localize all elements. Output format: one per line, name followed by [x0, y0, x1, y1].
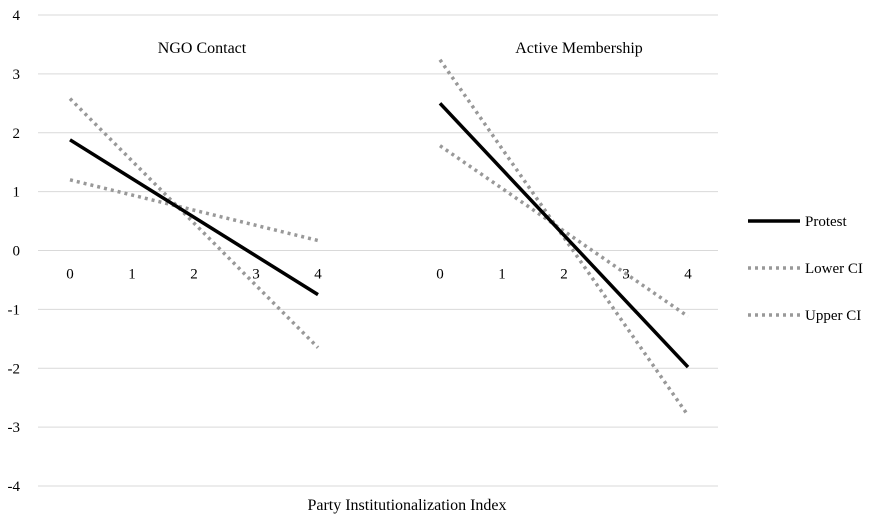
x-tick-label: 4 [684, 267, 692, 283]
x-tick-label: 2 [190, 267, 198, 283]
y-tick-label: -4 [8, 479, 21, 495]
x-tick-label: 2 [560, 267, 568, 283]
series-line-lower-ci-panel-1 [69, 178, 319, 243]
series-line-upper-ci-panel-1 [68, 97, 320, 349]
y-tick-label: 3 [13, 67, 21, 83]
y-tick-label: -3 [8, 420, 21, 436]
panel-title: Active Membership [515, 40, 643, 57]
y-tick-label: -2 [8, 361, 21, 377]
x-tick-label: 1 [128, 267, 136, 283]
x-tick-label: 1 [498, 267, 506, 283]
y-tick-label: 0 [13, 244, 21, 260]
x-tick-label: 0 [436, 267, 444, 283]
x-tick-label: 3 [252, 267, 260, 283]
legend-label-upper-ci: Upper CI [805, 308, 861, 324]
y-tick-label: 2 [13, 126, 21, 142]
y-tick-label: 4 [13, 8, 21, 24]
legend-label-lower-ci: Lower CI [805, 261, 863, 277]
x-axis-label: Party Institutionalization Index [307, 497, 506, 514]
series-line-upper-ci-panel-2 [438, 58, 690, 417]
series-line-protest-panel-2 [438, 102, 690, 369]
panel-title: NGO Contact [158, 40, 247, 57]
x-tick-label: 4 [314, 267, 322, 283]
series-line-protest-panel-1 [69, 138, 319, 297]
series-line-lower-ci-panel-2 [439, 144, 689, 318]
x-tick-label: 0 [66, 267, 74, 283]
y-tick-label: -1 [8, 302, 21, 318]
y-tick-label: 1 [13, 185, 21, 201]
legend-label-protest: Protest [805, 214, 848, 230]
